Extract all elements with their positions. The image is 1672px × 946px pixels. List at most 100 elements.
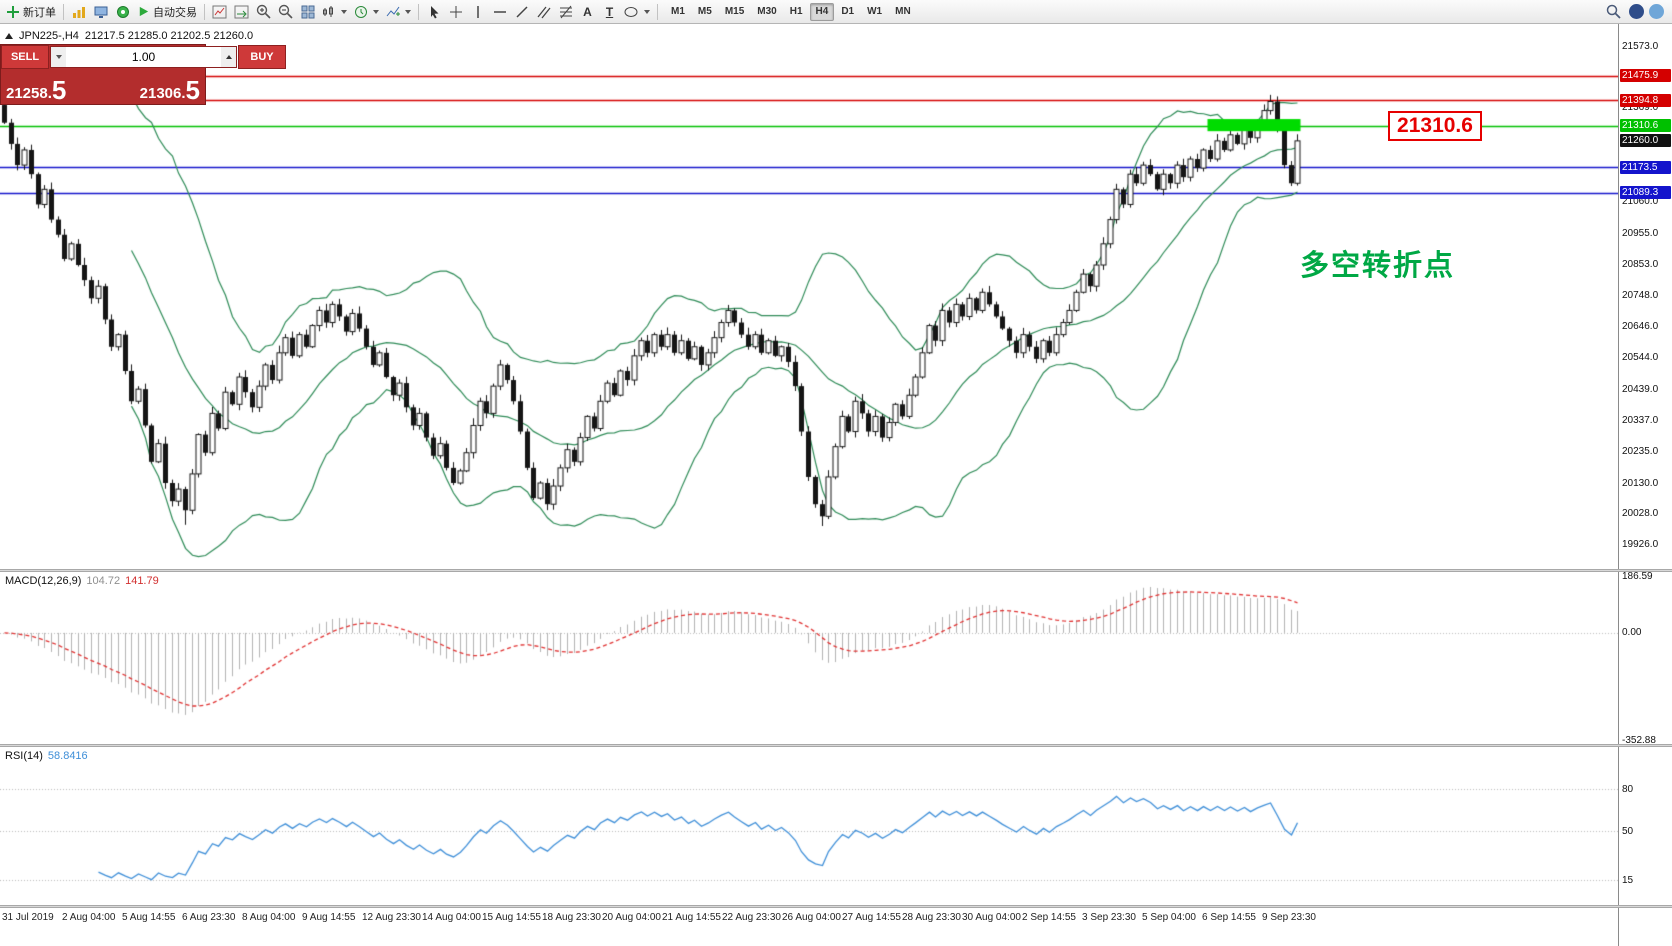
chart-type-dropdown[interactable] xyxy=(319,2,350,22)
volume-increase-button[interactable] xyxy=(221,47,236,67)
rsi-label: RSI(14) 58.8416 xyxy=(5,750,88,762)
cursor-button[interactable] xyxy=(423,2,444,22)
rsi-value: 58.8416 xyxy=(47,750,88,762)
timeframe-mn-button[interactable]: MN xyxy=(895,6,911,17)
price-tick: 20853.0 xyxy=(1622,259,1659,270)
timeframe-w1-button[interactable]: W1 xyxy=(867,6,883,17)
shapes-dropdown[interactable] xyxy=(621,2,653,22)
timeframe-m5-button[interactable]: M5 xyxy=(697,6,712,17)
buy-button[interactable]: BUY xyxy=(238,45,286,69)
data-window-button[interactable] xyxy=(90,2,111,22)
symbol-marker-icon xyxy=(5,33,13,39)
crosshair-icon xyxy=(449,5,462,18)
timeframe-m30-button[interactable]: M30 xyxy=(757,6,777,17)
zoom-in-button[interactable] xyxy=(253,2,274,22)
time-label: 9 Sep 23:30 xyxy=(1262,912,1316,923)
data-window-icon xyxy=(94,6,107,18)
macd-signal-value: 141.79 xyxy=(125,575,159,587)
text-label-button[interactable]: T xyxy=(599,2,620,22)
shapes-icon xyxy=(624,6,638,17)
panel-separator[interactable] xyxy=(0,744,1672,747)
toolbar: 新订单 自动交易 xyxy=(0,0,1672,24)
time-axis[interactable]: 31 Jul 2019 2 Aug 04:00 5 Aug 14:55 6 Aug 2… xyxy=(0,908,1618,946)
buy-price-big-digit: 5 xyxy=(185,75,200,105)
auto-scroll-button[interactable] xyxy=(231,2,252,22)
indicators-icon xyxy=(386,6,400,16)
rsi-tick: 80 xyxy=(1622,784,1634,795)
rsi-tick: 50 xyxy=(1622,826,1634,837)
trendline-button[interactable] xyxy=(511,2,532,22)
price-tick: 20748.0 xyxy=(1622,290,1659,301)
horizontal-line-button[interactable] xyxy=(489,2,510,22)
account-icon[interactable] xyxy=(1649,4,1664,19)
toolbar-right-group xyxy=(1603,2,1669,22)
time-label: 28 Aug 23:30 xyxy=(902,912,961,923)
price-tick: 20544.0 xyxy=(1622,352,1659,363)
auto-trading-label: 自动交易 xyxy=(153,6,197,19)
chart-shift-button[interactable] xyxy=(209,2,230,22)
new-order-button[interactable]: 新订单 xyxy=(3,2,59,22)
tile-windows-button[interactable] xyxy=(297,2,318,22)
price-callout[interactable]: 21310.6 xyxy=(1388,111,1482,141)
timeframe-h1-button[interactable]: H1 xyxy=(789,6,803,17)
toolbar-separator xyxy=(657,3,658,20)
channel-button[interactable] xyxy=(533,2,554,22)
indicators-dropdown[interactable] xyxy=(383,2,414,22)
price-tick: 21573.0 xyxy=(1622,41,1659,52)
buy-price[interactable]: 21306. 5 xyxy=(103,69,205,104)
dropdown-caret-icon xyxy=(644,9,650,14)
sell-button[interactable]: SELL xyxy=(1,45,49,69)
chart-annotation[interactable]: 多空转折点 xyxy=(1300,250,1456,282)
timeframe-m15-button[interactable]: M15 xyxy=(724,6,745,17)
vertical-line-button[interactable] xyxy=(467,2,488,22)
sell-price[interactable]: 21258. 5 xyxy=(1,69,103,104)
navigator-button[interactable] xyxy=(112,2,133,22)
time-label: 2 Aug 04:00 xyxy=(62,912,116,923)
price-tick: 19926.0 xyxy=(1622,539,1659,550)
toolbar-separator xyxy=(63,3,64,20)
time-label: 18 Aug 23:30 xyxy=(542,912,601,923)
panel-separator xyxy=(0,905,1672,908)
zoom-in-icon xyxy=(256,4,271,19)
fibonacci-button[interactable] xyxy=(555,2,576,22)
price-tick: 20439.0 xyxy=(1622,384,1659,395)
time-label: 5 Sep 04:00 xyxy=(1142,912,1196,923)
volume-decrease-button[interactable] xyxy=(51,47,66,67)
chart-type-icon xyxy=(323,5,333,17)
market-watch-button[interactable] xyxy=(68,2,89,22)
price-tick: 20235.0 xyxy=(1622,446,1659,457)
macd-main-value: 104.72 xyxy=(86,575,121,587)
periods-dropdown[interactable] xyxy=(351,2,382,22)
text-button[interactable]: A xyxy=(577,2,598,22)
label-tool-icon: T xyxy=(605,4,614,19)
horizontal-line-icon xyxy=(493,10,506,13)
search-button[interactable] xyxy=(1603,2,1624,22)
price-tick: 20337.0 xyxy=(1622,415,1659,426)
trendline-icon xyxy=(515,5,528,18)
volume-input[interactable] xyxy=(66,47,221,67)
time-label: 30 Aug 04:00 xyxy=(962,912,1021,923)
volume-spinner xyxy=(50,46,237,68)
timeframe-h4-button[interactable]: H4 xyxy=(809,2,835,21)
macd-panel[interactable] xyxy=(0,572,1618,744)
time-label: 6 Sep 14:55 xyxy=(1202,912,1256,923)
rsi-panel[interactable] xyxy=(0,747,1618,908)
timeframe-m1-button[interactable]: M1 xyxy=(671,6,685,17)
toolbar-separator xyxy=(418,3,419,20)
ohlc-values: 21217.5 21285.0 21202.5 21260.0 xyxy=(84,30,254,42)
dropdown-caret-icon xyxy=(405,9,411,14)
auto-trading-button[interactable]: 自动交易 xyxy=(134,2,200,22)
panel-separator[interactable] xyxy=(0,569,1672,572)
zoom-out-button[interactable] xyxy=(275,2,296,22)
level-price-badge: 21173.5 xyxy=(1620,161,1671,174)
macd-tick: 186.59 xyxy=(1622,571,1653,582)
price-chart[interactable] xyxy=(0,24,1618,569)
dropdown-caret-icon xyxy=(373,9,379,14)
price-axis[interactable]: 21573.0 21369.0 21060.0 20955.0 20853.0 20748… xyxy=(1618,24,1672,946)
timeframe-d1-button[interactable]: D1 xyxy=(841,6,855,17)
macd-label: MACD(12,26,9) 104.72 141.79 xyxy=(5,575,159,587)
price-tick: 21369.0 xyxy=(1622,102,1659,113)
community-icon[interactable] xyxy=(1629,4,1644,19)
crosshair-button[interactable] xyxy=(445,2,466,22)
